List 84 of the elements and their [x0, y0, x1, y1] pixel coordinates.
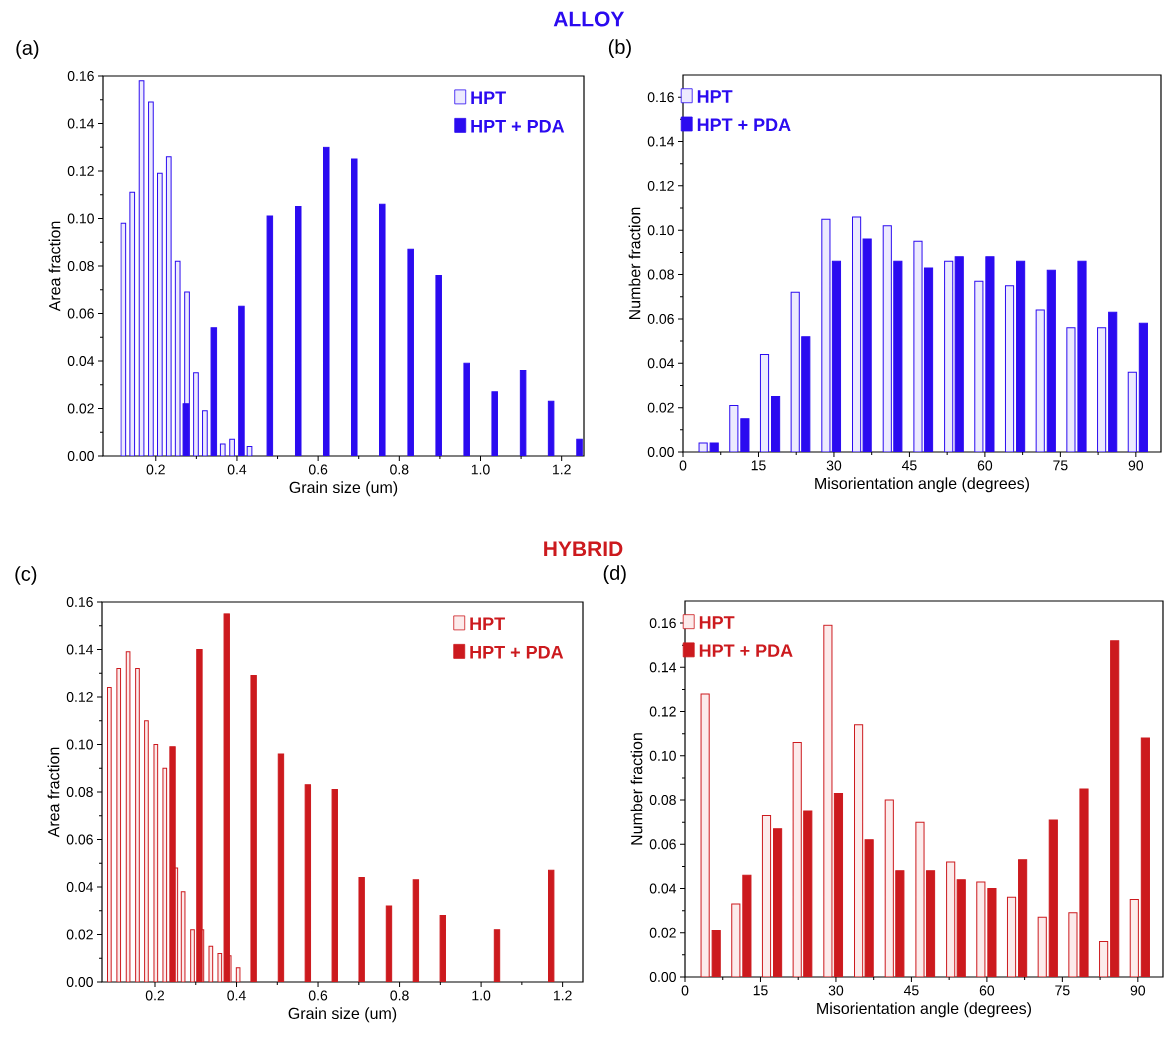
- x-tick-label: 0: [679, 460, 687, 471]
- y-tick-label: 0.08: [67, 261, 94, 271]
- x-tick-label: 15: [753, 985, 768, 996]
- y-axis-title: Area fraction: [47, 747, 60, 838]
- x-tick-label: 75: [1053, 460, 1068, 471]
- x-tick-label: 0: [681, 985, 689, 996]
- y-tick-label: 0.04: [66, 882, 94, 892]
- x-tick-label: 1.0: [471, 464, 490, 475]
- x-tick-label: 60: [977, 460, 993, 471]
- y-tick-label: 0.14: [647, 136, 675, 147]
- legend-label: HPT: [699, 616, 735, 629]
- legend-label: HPT + PDA: [697, 118, 791, 131]
- y-tick-label: 0.00: [66, 977, 93, 987]
- x-tick-label: 0.4: [227, 464, 247, 475]
- chart-title: (d): [603, 565, 626, 584]
- chart-title: (a): [16, 40, 39, 59]
- y-tick-label: 0.12: [67, 166, 94, 176]
- y-tick-label: 0.08: [647, 269, 674, 280]
- x-axis-title: Misorientation angle (degrees): [817, 1002, 1031, 1018]
- x-tick-label: 0.2: [145, 990, 165, 1001]
- x-tick-label: 15: [751, 460, 766, 471]
- y-tick-label: 0.14: [649, 662, 677, 673]
- y-tick-label: 0.12: [647, 180, 674, 191]
- x-axis-title: Grain size (um): [289, 481, 398, 497]
- chart-title: (b): [608, 39, 631, 58]
- y-tick-label: 0.02: [647, 402, 674, 413]
- y-tick-label: 0.00: [649, 972, 676, 982]
- x-axis-title: Misorientation angle (degrees): [815, 477, 1029, 493]
- y-tick-label: 0.10: [647, 225, 674, 236]
- x-tick-label: 30: [826, 460, 842, 471]
- text: ALLOY: [553, 11, 625, 27]
- x-tick-label: 1.2: [553, 990, 572, 1001]
- text: HYBRID: [544, 541, 623, 557]
- y-tick-label: 0.02: [649, 927, 676, 938]
- y-axis-title: Number fraction: [630, 733, 643, 845]
- y-tick-label: 0.06: [66, 834, 93, 845]
- x-tick-label: 0.4: [227, 990, 246, 1001]
- y-tick-label: 0.08: [649, 795, 676, 805]
- x-axis-title: Grain size (um): [288, 1007, 397, 1023]
- y-tick-label: 0.10: [67, 213, 94, 224]
- x-tick-label: 0.2: [146, 464, 165, 475]
- x-tick-label: 90: [1130, 985, 1146, 996]
- y-tick-label: 0.14: [67, 118, 95, 129]
- y-axis-title: Number fraction: [628, 207, 641, 320]
- y-tick-label: 0.02: [66, 929, 93, 940]
- legend-label: HPT: [697, 90, 733, 103]
- chart-title: (c): [15, 566, 37, 585]
- y-tick-label: 0.16: [66, 597, 93, 607]
- legend-label: HPT + PDA: [470, 646, 564, 659]
- x-tick-label: 1.0: [472, 990, 491, 1001]
- y-tick-label: 0.06: [649, 839, 676, 850]
- x-tick-label: 1.2: [553, 464, 571, 475]
- x-tick-label: 90: [1128, 460, 1144, 471]
- y-tick-label: 0.16: [647, 92, 674, 103]
- x-tick-label: 45: [903, 985, 919, 996]
- x-tick-label: 30: [828, 985, 844, 996]
- x-tick-label: 0.6: [308, 464, 328, 475]
- x-tick-label: 75: [1055, 985, 1070, 996]
- y-tick-label: 0.06: [67, 308, 94, 319]
- y-tick-label: 0.10: [66, 739, 93, 750]
- y-tick-label: 0.04: [647, 358, 675, 369]
- legend-label: HPT + PDA: [699, 644, 793, 657]
- y-tick-label: 0.00: [647, 447, 674, 457]
- y-tick-label: 0.10: [649, 750, 676, 761]
- y-tick-label: 0.08: [66, 787, 93, 797]
- legend-label: HPT: [470, 617, 505, 630]
- y-tick-label: 0.12: [66, 692, 93, 702]
- legend-label: HPT: [471, 91, 506, 104]
- x-tick-label: 0.6: [308, 990, 328, 1001]
- y-tick-label: 0.04: [649, 883, 677, 894]
- y-tick-label: 0.14: [66, 644, 94, 655]
- y-tick-label: 0.00: [67, 451, 94, 461]
- y-tick-label: 0.12: [649, 706, 676, 717]
- legend-label: HPT + PDA: [471, 120, 565, 133]
- y-tick-label: 0.02: [67, 403, 94, 414]
- y-tick-label: 0.06: [647, 313, 674, 324]
- y-tick-label: 0.16: [67, 71, 94, 81]
- x-tick-label: 0.8: [390, 990, 409, 1001]
- x-tick-label: 60: [979, 985, 995, 996]
- x-tick-label: 45: [901, 460, 917, 471]
- y-tick-label: 0.04: [67, 356, 95, 366]
- x-tick-label: 0.8: [390, 464, 409, 475]
- y-axis-title: Area fraction: [48, 221, 61, 312]
- y-tick-label: 0.16: [649, 618, 676, 629]
